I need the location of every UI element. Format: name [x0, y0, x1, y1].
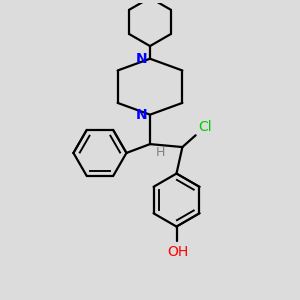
Text: N: N	[135, 52, 147, 66]
Text: H: H	[155, 146, 165, 159]
Text: N: N	[135, 108, 147, 122]
Text: OH: OH	[167, 245, 189, 259]
Text: Cl: Cl	[199, 120, 212, 134]
